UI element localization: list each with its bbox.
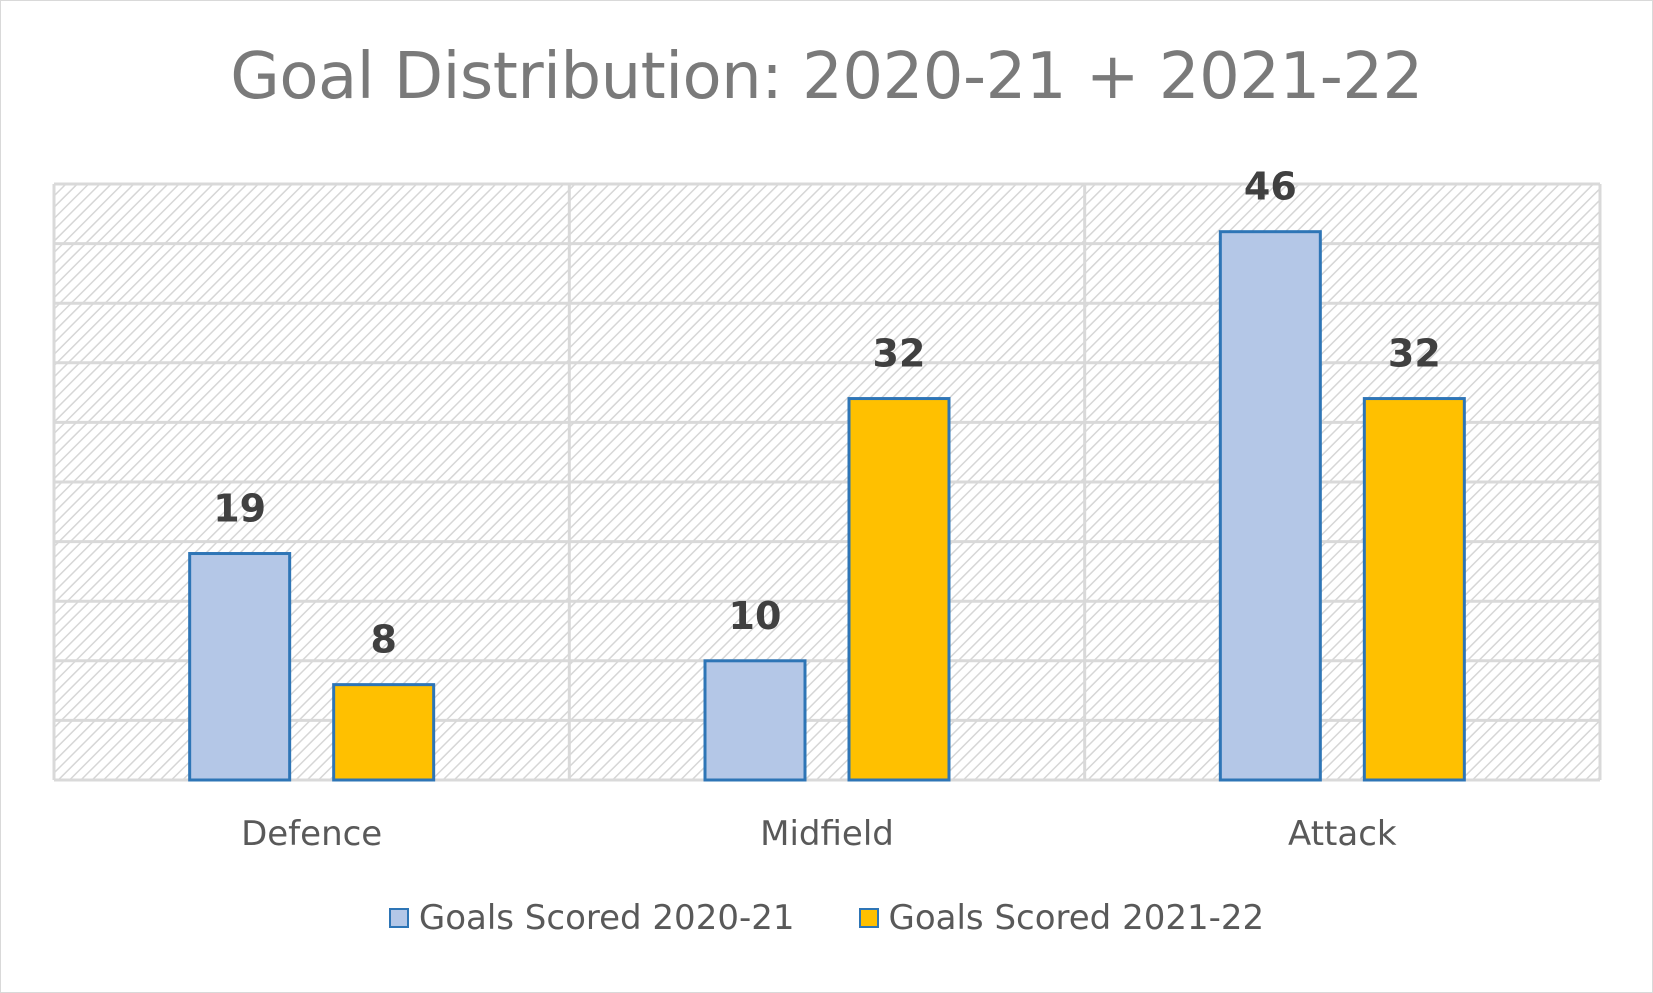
bar-midfield-series-1	[703, 659, 807, 782]
bar-midfield-series-2	[847, 397, 951, 782]
bar-attack-series-1	[1218, 230, 1322, 782]
legend-label-series-1: Goals Scored 2020-21	[418, 898, 795, 938]
category-labels: Defence Midfield Attack	[241, 814, 1397, 854]
bar-defence-series-2	[332, 683, 436, 782]
category-label-attack: Attack	[1288, 814, 1397, 854]
data-label-attack-series-2: 32	[1388, 332, 1441, 376]
data-label-midfield-series-1: 10	[729, 594, 782, 638]
bar-defence-series-1	[188, 552, 292, 782]
data-label-midfield-series-2: 32	[873, 332, 926, 376]
category-label-midfield: Midfield	[760, 814, 894, 854]
data-labels: 19 8 10 32 46 32	[213, 165, 1441, 662]
legend: Goals Scored 2020-21 Goals Scored 2021-2…	[0, 898, 1653, 938]
data-label-attack-series-1: 46	[1244, 165, 1297, 209]
legend-label-series-2: Goals Scored 2021-22	[888, 898, 1265, 938]
data-label-defence-series-1: 19	[213, 487, 266, 531]
bar-attack-series-2	[1362, 397, 1466, 782]
gridlines	[52, 182, 1602, 782]
legend-swatch-series-1	[388, 908, 409, 928]
legend-item-series-1: Goals Scored 2020-21	[388, 898, 795, 938]
chart-title: Goal Distribution: 2020-21 + 2021-22	[230, 40, 1423, 114]
legend-item-series-2: Goals Scored 2021-22	[858, 898, 1265, 938]
data-label-defence-series-2: 8	[370, 618, 396, 662]
category-label-defence: Defence	[241, 814, 382, 854]
legend-swatch-series-2	[858, 908, 879, 928]
bars	[188, 230, 1466, 782]
